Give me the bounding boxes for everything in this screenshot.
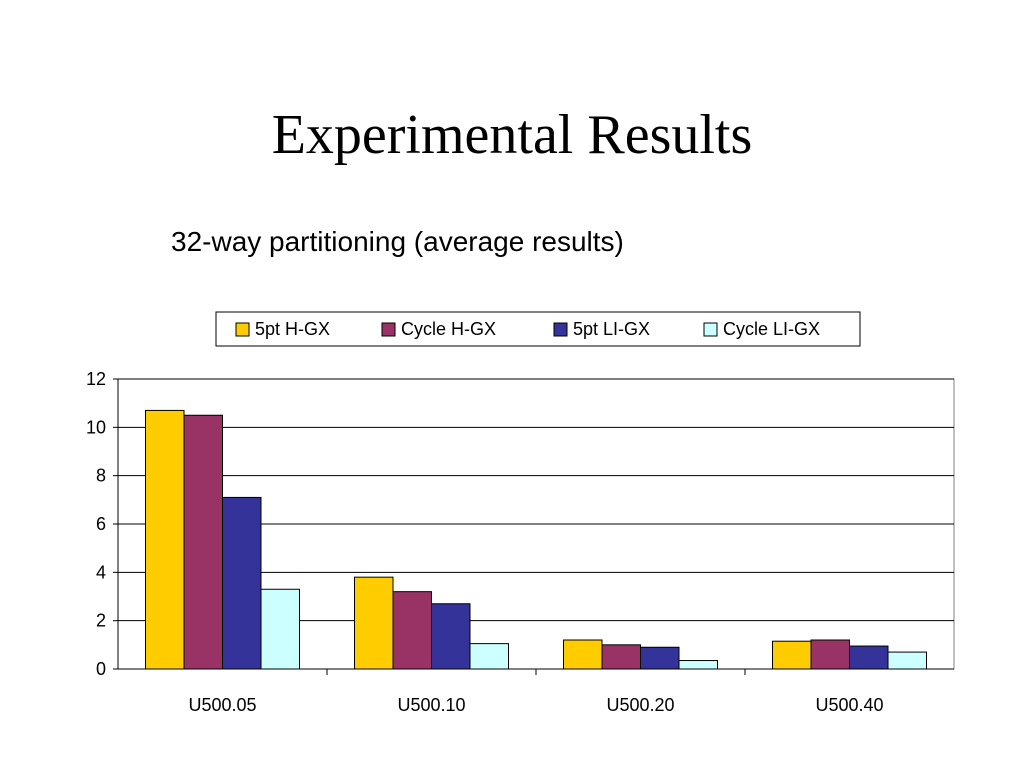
legend-swatch xyxy=(703,322,718,337)
bar xyxy=(183,414,223,670)
legend-label: 5pt LI-GX xyxy=(573,319,650,339)
x-category-label: U500.10 xyxy=(397,695,465,715)
legend-swatch xyxy=(381,322,396,337)
bar xyxy=(810,639,850,670)
y-tick-label: 12 xyxy=(86,369,106,389)
bar xyxy=(678,660,718,670)
bar xyxy=(260,588,300,670)
legend-label: Cycle LI-GX xyxy=(723,319,820,339)
y-tick-label: 2 xyxy=(96,611,106,631)
legend-swatch xyxy=(553,322,568,337)
plot-area: 0 2 4 6 8 10 12 U500.05 U500.10 U500.20 U500.40 xyxy=(86,369,955,715)
bar xyxy=(145,409,185,670)
bar xyxy=(849,645,889,670)
bar xyxy=(563,639,603,670)
x-category-label: U500.20 xyxy=(606,695,674,715)
y-tick-label: 8 xyxy=(96,466,106,486)
legend-label: Cycle H-GX xyxy=(401,319,496,339)
bar xyxy=(601,644,641,670)
x-category-label: U500.05 xyxy=(188,695,256,715)
y-tick-label: 4 xyxy=(96,562,106,582)
chart-legend: 5pt H-GX Cycle H-GX 5pt LI-GX Cycle LI-GX xyxy=(215,311,861,347)
x-category-label: U500.40 xyxy=(815,695,883,715)
bar xyxy=(469,643,509,670)
legend-label: 5pt H-GX xyxy=(255,319,330,339)
bar xyxy=(772,640,812,670)
bar xyxy=(640,646,680,670)
y-tick-label: 0 xyxy=(96,659,106,679)
legend-swatch xyxy=(235,322,250,337)
y-tick-label: 10 xyxy=(86,417,106,437)
y-tick-label: 6 xyxy=(96,514,106,534)
chart-title: 32-way partitioning (average results) xyxy=(171,226,624,257)
bar xyxy=(392,591,432,670)
slide-title: Experimental Results xyxy=(271,104,753,166)
bar xyxy=(887,651,927,670)
bar xyxy=(354,576,394,670)
legend-box xyxy=(215,311,861,347)
bar xyxy=(222,496,262,670)
bar xyxy=(431,603,471,670)
